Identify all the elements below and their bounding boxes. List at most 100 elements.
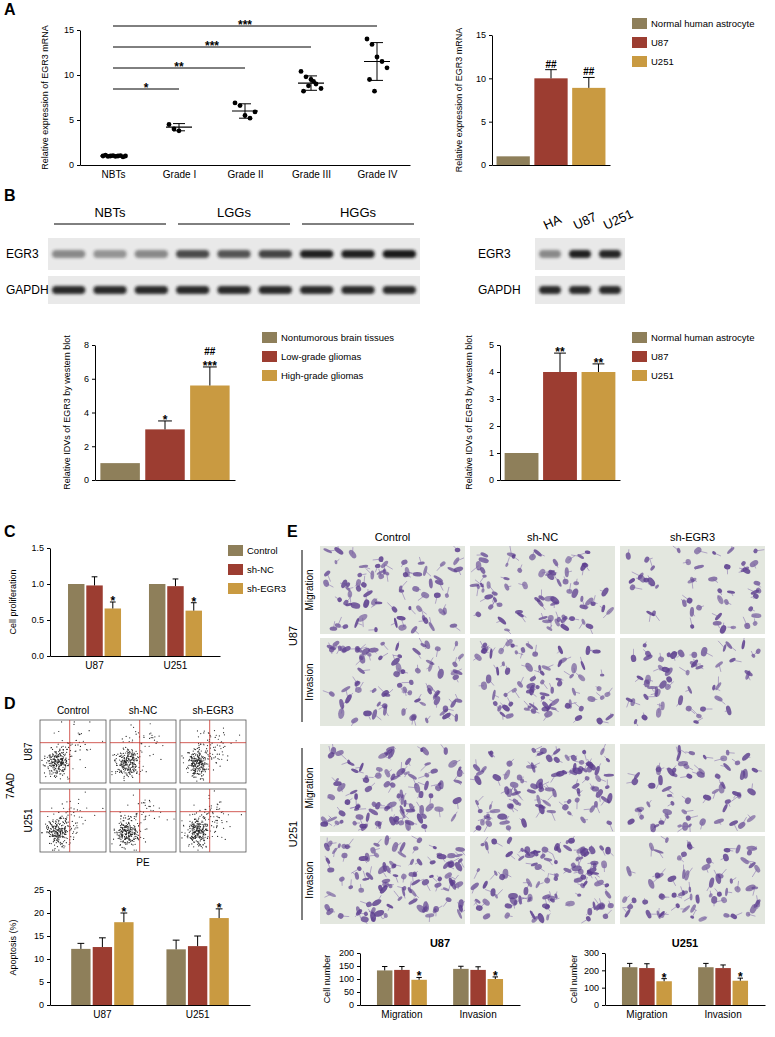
flow-dot bbox=[226, 821, 227, 822]
flow-dot bbox=[50, 823, 51, 824]
flow-dot bbox=[198, 759, 199, 760]
flow-dot bbox=[46, 827, 47, 828]
flow-dot bbox=[189, 821, 190, 822]
flow-dot bbox=[219, 817, 220, 818]
flow-dot bbox=[198, 751, 199, 752]
flow-dot bbox=[135, 754, 136, 755]
flow-dot bbox=[151, 735, 152, 736]
flow-dot bbox=[77, 744, 78, 745]
flow-dot bbox=[57, 838, 58, 839]
flow-dot bbox=[121, 757, 122, 758]
blot-row-label: EGR3 bbox=[6, 247, 39, 261]
flow-dot bbox=[184, 832, 185, 833]
flow-dot bbox=[214, 749, 215, 750]
flow-dot bbox=[71, 828, 72, 829]
band bbox=[217, 286, 250, 294]
flow-frame bbox=[110, 789, 176, 852]
flow-dot bbox=[207, 837, 208, 838]
flow-dot bbox=[129, 771, 130, 772]
flow-dot bbox=[131, 820, 132, 821]
flow-dot bbox=[52, 821, 53, 822]
flow-dot bbox=[125, 827, 126, 828]
flow-dot bbox=[111, 774, 112, 775]
flow-dot bbox=[135, 829, 136, 830]
flow-dot bbox=[132, 840, 133, 841]
flow-dot bbox=[210, 744, 211, 745]
flow-dot bbox=[145, 819, 146, 820]
blot-group-label: LGGs bbox=[217, 205, 251, 220]
flow-dot bbox=[132, 766, 133, 767]
flow-dot bbox=[197, 771, 198, 772]
flow-dot bbox=[67, 838, 68, 839]
flow-dot bbox=[204, 730, 205, 731]
flow-dot bbox=[51, 762, 52, 763]
flow-dot bbox=[191, 838, 192, 839]
blot-row-label: EGR3 bbox=[478, 247, 511, 261]
flow-dot bbox=[59, 760, 60, 761]
flow-dot bbox=[193, 772, 194, 773]
flow-dot bbox=[123, 831, 124, 832]
flow-dot bbox=[197, 761, 198, 762]
flow-dot bbox=[201, 814, 202, 815]
flow-dot bbox=[145, 805, 146, 806]
flow-dot bbox=[137, 760, 138, 761]
flow-dot bbox=[132, 759, 133, 760]
flow-dot bbox=[198, 835, 199, 836]
flow-dot bbox=[203, 743, 204, 744]
flow-dot bbox=[55, 752, 56, 753]
flow-dot bbox=[140, 837, 141, 838]
flow-dot bbox=[195, 821, 196, 822]
flow-dot bbox=[123, 840, 124, 841]
flow-dot bbox=[49, 765, 50, 766]
flow-dot bbox=[203, 826, 204, 827]
flow-dot bbox=[190, 831, 191, 832]
flow-dot bbox=[65, 821, 66, 822]
flow-dot bbox=[123, 765, 124, 766]
flow-dot bbox=[198, 843, 199, 844]
western-blot: NBTsLGGsHGGsEGR3GAPDH bbox=[6, 205, 420, 304]
flow-row-label: U251 bbox=[23, 808, 34, 832]
flow-dot bbox=[119, 756, 120, 757]
flow-dot bbox=[116, 755, 117, 756]
flow-dot bbox=[145, 841, 146, 842]
flow-dot bbox=[128, 835, 129, 836]
flow-dot bbox=[241, 814, 242, 815]
flow-dot bbox=[135, 731, 136, 732]
flow-dot bbox=[133, 771, 134, 772]
flow-dot bbox=[66, 749, 67, 750]
band bbox=[135, 250, 168, 258]
flow-dot bbox=[62, 830, 63, 831]
flow-dot bbox=[114, 754, 115, 755]
flow-dot bbox=[122, 738, 123, 739]
flow-dot bbox=[129, 737, 130, 738]
flow-dot bbox=[61, 721, 62, 722]
flow-dot bbox=[57, 832, 58, 833]
flow-dot bbox=[132, 772, 133, 773]
flow-dot bbox=[132, 750, 133, 751]
flow-dot bbox=[150, 732, 151, 733]
flow-dot bbox=[62, 803, 63, 804]
flow-dot bbox=[57, 841, 58, 842]
flow-dot bbox=[130, 827, 131, 828]
flow-dot bbox=[61, 816, 62, 817]
flow-dot bbox=[129, 753, 130, 754]
flow-dot bbox=[59, 753, 60, 754]
flow-dot bbox=[80, 746, 81, 747]
flow-dot bbox=[212, 754, 213, 755]
flow-dot bbox=[119, 769, 120, 770]
flow-dot bbox=[56, 842, 57, 843]
flow-dot bbox=[200, 824, 201, 825]
flow-dot bbox=[125, 844, 126, 845]
flow-dot bbox=[144, 799, 145, 800]
flow-dot bbox=[197, 834, 198, 835]
flow-dot bbox=[196, 781, 197, 782]
flow-dot bbox=[47, 757, 48, 758]
flow-dot bbox=[62, 764, 63, 765]
flow-dot bbox=[123, 753, 124, 754]
flow-dot bbox=[52, 762, 53, 763]
flow-dot bbox=[201, 757, 202, 758]
flow-dot bbox=[58, 744, 59, 745]
flow-dot bbox=[123, 763, 124, 764]
flow-dot bbox=[201, 837, 202, 838]
flow-dot bbox=[216, 809, 217, 810]
